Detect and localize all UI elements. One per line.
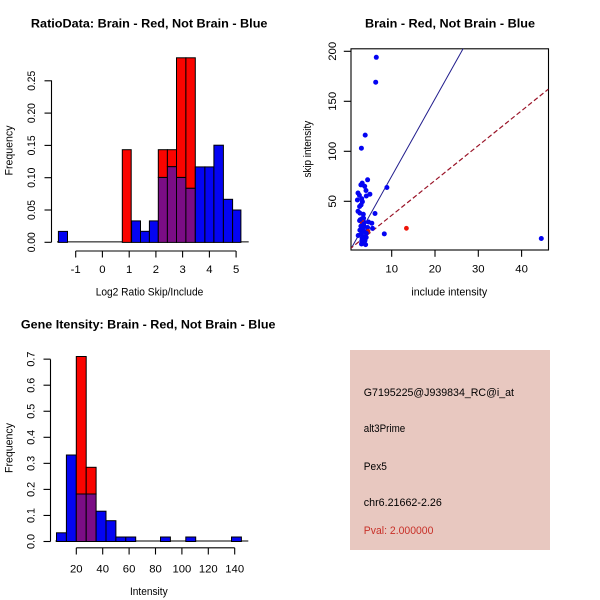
svg-text:include intensity: include intensity xyxy=(411,286,487,298)
svg-text:0: 0 xyxy=(99,264,105,276)
svg-text:0.7: 0.7 xyxy=(25,352,37,367)
svg-text:4: 4 xyxy=(206,264,212,276)
svg-text:20: 20 xyxy=(429,263,442,275)
svg-text:2: 2 xyxy=(153,264,159,276)
svg-text:30: 30 xyxy=(472,263,485,275)
svg-text:Log2 Ratio Skip/Include: Log2 Ratio Skip/Include xyxy=(96,287,204,299)
svg-text:chr6.21662-2.26: chr6.21662-2.26 xyxy=(364,497,442,509)
svg-text:100: 100 xyxy=(172,564,191,576)
svg-text:Intensity: Intensity xyxy=(130,586,168,598)
svg-text:G7195225@J939834_RC@i_at: G7195225@J939834_RC@i_at xyxy=(364,387,514,399)
svg-text:0.4: 0.4 xyxy=(25,430,37,445)
svg-text:10: 10 xyxy=(385,263,398,275)
svg-text:40: 40 xyxy=(515,263,528,275)
svg-text:RatioData: Brain - Red, Not Br: RatioData: Brain - Red, Not Brain - Blue xyxy=(31,17,268,31)
svg-text:200: 200 xyxy=(327,42,339,61)
svg-text:140: 140 xyxy=(225,564,244,576)
svg-text:0.1: 0.1 xyxy=(25,508,37,523)
svg-text:Frequency: Frequency xyxy=(3,125,15,175)
svg-text:alt3Prime: alt3Prime xyxy=(364,423,405,435)
svg-text:0.5: 0.5 xyxy=(25,404,37,419)
svg-text:Brain - Red, Not Brain - Blue: Brain - Red, Not Brain - Blue xyxy=(365,17,535,31)
svg-text:Pex5: Pex5 xyxy=(364,461,387,473)
svg-text:-1: -1 xyxy=(71,264,81,276)
svg-text:40: 40 xyxy=(96,564,109,576)
svg-text:Pval: 2.000000: Pval: 2.000000 xyxy=(364,525,434,537)
svg-text:Frequency: Frequency xyxy=(3,423,15,473)
svg-text:0.10: 0.10 xyxy=(26,168,38,188)
svg-text:5: 5 xyxy=(233,264,239,276)
svg-text:0.25: 0.25 xyxy=(26,71,38,91)
svg-text:20: 20 xyxy=(70,564,83,576)
svg-text:120: 120 xyxy=(199,564,218,576)
svg-text:0.3: 0.3 xyxy=(25,456,37,471)
svg-text:0.2: 0.2 xyxy=(25,482,37,497)
svg-text:0.00: 0.00 xyxy=(26,232,38,252)
svg-text:0.0: 0.0 xyxy=(25,534,37,549)
svg-text:Gene Itensity: Brain - Red, No: Gene Itensity: Brain - Red, Not Brain - … xyxy=(21,318,276,332)
svg-text:1: 1 xyxy=(126,264,132,276)
svg-text:0.05: 0.05 xyxy=(26,200,38,220)
svg-text:150: 150 xyxy=(327,92,339,111)
svg-text:80: 80 xyxy=(149,564,162,576)
svg-text:60: 60 xyxy=(123,564,136,576)
svg-text:skip intensity: skip intensity xyxy=(302,120,314,177)
svg-text:0.6: 0.6 xyxy=(25,378,37,393)
svg-text:100: 100 xyxy=(327,142,339,161)
svg-text:3: 3 xyxy=(179,264,185,276)
svg-text:0.15: 0.15 xyxy=(26,135,38,155)
svg-text:50: 50 xyxy=(327,195,339,208)
svg-text:0.20: 0.20 xyxy=(26,103,38,123)
